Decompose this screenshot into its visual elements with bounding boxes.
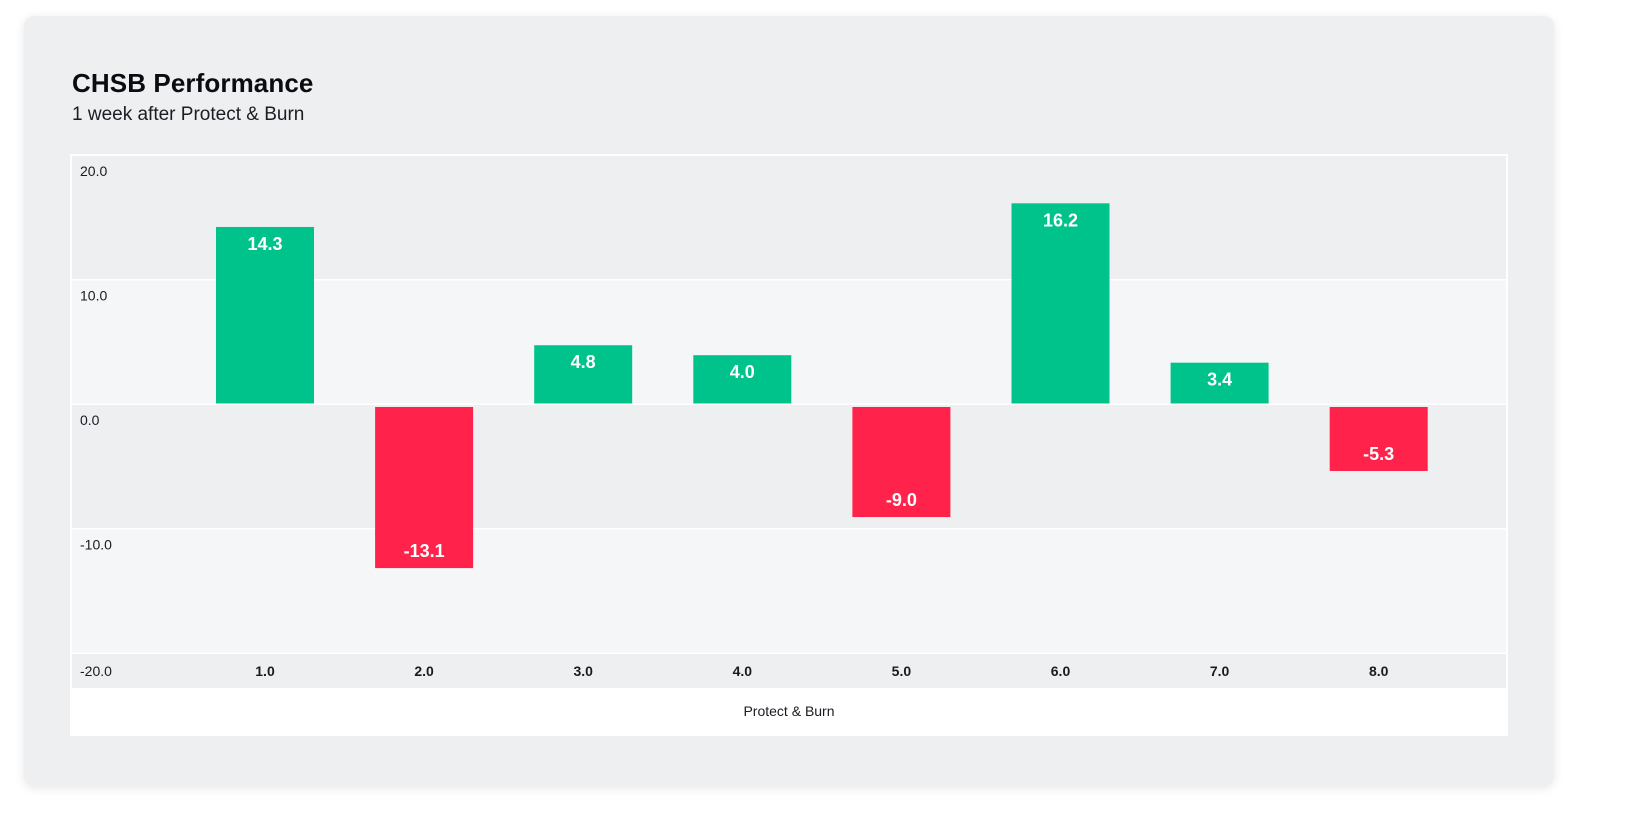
- bar-chart: 14.3 -13.1 4.8 4.0 -9.0 16.2 3.4 -5.3 20.0 10.0 0…: [70, 154, 1508, 736]
- bar: [852, 407, 951, 518]
- bar: [693, 355, 792, 404]
- bar: [216, 226, 314, 404]
- grid-bands: [70, 154, 1508, 736]
- y-axis: 20.0 10.0 0.0 -10.0 -20.0: [80, 163, 112, 679]
- chart-card: CHSB Performance 1 week after Protect & …: [24, 16, 1554, 786]
- x-axis-strip: [72, 654, 1506, 688]
- x-tick-label: 7.0: [1210, 663, 1230, 679]
- y-tick-label: 10.0: [80, 288, 107, 304]
- bar-data-label: 16.2: [1043, 210, 1078, 230]
- bars: 14.3 -13.1 4.8 4.0 -9.0 16.2 3.4 -5.3: [216, 203, 1428, 569]
- bar-data-label: 4.8: [571, 352, 596, 372]
- grid-band: [72, 405, 1506, 528]
- x-tick-label: 3.0: [573, 663, 593, 679]
- x-axis: 1.0 2.0 3.0 4.0 5.0 6.0 7.0 8.0: [255, 663, 1388, 679]
- chart-title: CHSB Performance: [72, 68, 314, 98]
- bar-data-label: -5.3: [1363, 444, 1394, 464]
- bar-data-label: 14.3: [247, 234, 282, 254]
- bar: [1011, 203, 1110, 404]
- bar: [534, 345, 633, 404]
- bar-data-label: 3.4: [1207, 370, 1232, 390]
- bar: [1329, 407, 1428, 471]
- y-tick-label: 20.0: [80, 163, 107, 179]
- x-tick-label: 4.0: [733, 663, 753, 679]
- chart-subtitle: 1 week after Protect & Burn: [72, 104, 305, 125]
- x-tick-label: 8.0: [1369, 663, 1389, 679]
- x-tick-label: 2.0: [414, 663, 434, 679]
- bar: [1170, 362, 1269, 404]
- x-tick-label: 5.0: [892, 663, 912, 679]
- x-axis-title: Protect & Burn: [743, 703, 834, 719]
- y-tick-label: -10.0: [80, 537, 112, 553]
- bar: [375, 407, 474, 569]
- grid-band: [72, 529, 1506, 653]
- x-tick-label: 6.0: [1051, 663, 1071, 679]
- y-tick-label: -20.0: [80, 663, 112, 679]
- bar-data-label: -9.0: [886, 490, 917, 510]
- x-tick-label: 1.0: [255, 663, 275, 679]
- y-tick-label: 0.0: [80, 412, 100, 428]
- bar-data-label: 4.0: [730, 362, 755, 382]
- bar-data-label: -13.1: [404, 541, 445, 561]
